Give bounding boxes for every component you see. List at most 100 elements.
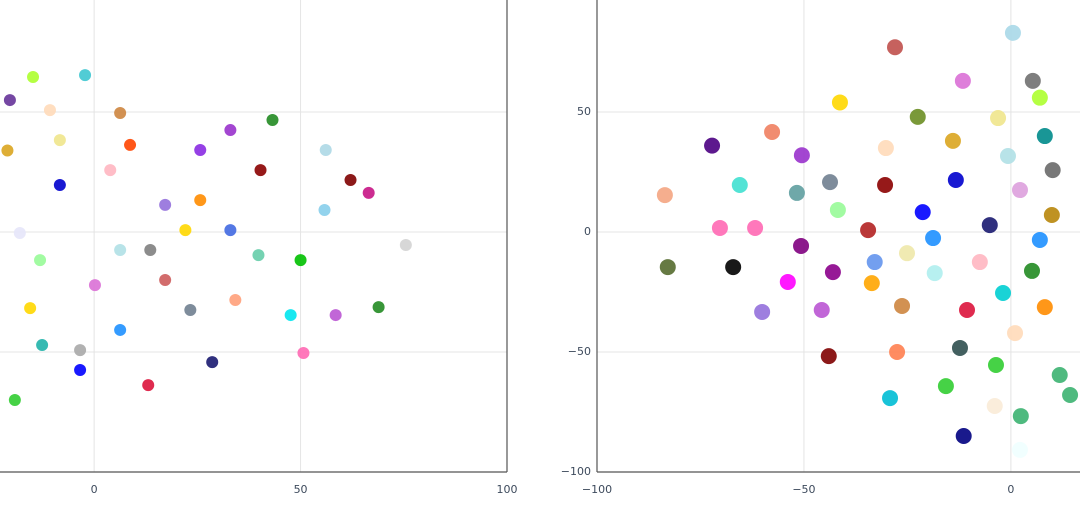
scatter-point	[79, 69, 92, 82]
scatter-point	[74, 344, 87, 357]
scatter-point	[104, 164, 117, 177]
scatter-point	[725, 259, 742, 276]
y-tick-label: −50	[568, 345, 591, 358]
text-layer: 0 50 100 −100 −50 0 −100 −50 0 50	[91, 105, 1015, 496]
scatter-point	[1004, 24, 1021, 41]
scatter-point	[894, 297, 911, 314]
scatter-point	[8, 394, 21, 407]
scatter-point	[793, 147, 810, 164]
scatter-point	[159, 274, 172, 287]
scatter-point	[194, 143, 207, 156]
scatter-point	[898, 245, 915, 262]
scatter-point	[863, 275, 880, 292]
scatter-point	[114, 107, 127, 120]
scatter-point	[284, 309, 297, 322]
scatter-point	[882, 390, 899, 407]
scatter-point	[829, 201, 846, 218]
scatter-point	[954, 72, 971, 89]
scatter-point	[179, 224, 192, 237]
scatter-point	[294, 254, 307, 267]
scatter-point	[981, 217, 998, 234]
x-tick-label: 0	[1007, 483, 1014, 496]
scatter-point	[886, 39, 903, 56]
scatter-point	[224, 224, 237, 237]
scatter-point	[229, 293, 242, 306]
y-tick-label: 0	[584, 225, 591, 238]
scatter-point	[999, 147, 1016, 164]
scatter-point	[372, 301, 385, 314]
scatter-point	[114, 323, 127, 336]
scatter-point	[142, 379, 155, 392]
scatter-point	[114, 244, 127, 257]
scatter-point	[43, 104, 56, 117]
scatter-point	[793, 237, 810, 254]
scatter-point	[860, 222, 877, 239]
marks-layer	[1, 24, 1079, 458]
scatter-point	[159, 198, 172, 211]
scatter-point	[88, 279, 101, 292]
x-tick-label: −50	[792, 483, 815, 496]
scatter-point	[1062, 386, 1079, 403]
scatter-point	[74, 364, 87, 377]
scatter-point	[944, 132, 961, 149]
grid-layer	[0, 0, 1080, 473]
scatter-point	[877, 140, 894, 157]
scatter-point	[971, 254, 988, 271]
scatter-point	[659, 259, 676, 276]
scatter-point	[184, 304, 197, 317]
scatter-point	[995, 284, 1012, 301]
scatter-point	[951, 339, 968, 356]
scatter-point	[53, 134, 66, 147]
scatter-point	[53, 179, 66, 192]
scatter-point	[877, 177, 894, 194]
scatter-point	[926, 265, 943, 282]
scatter-point	[1012, 408, 1029, 425]
scatter-point	[764, 123, 781, 140]
y-tick-label: −100	[561, 465, 591, 478]
scatter-point	[1044, 162, 1061, 179]
scatter-point	[788, 184, 805, 201]
scatter-point	[731, 177, 748, 194]
scatter-point	[1031, 89, 1048, 106]
scatter-point	[747, 219, 764, 236]
x-tick-label: 50	[294, 483, 308, 496]
scatter-point	[34, 254, 47, 267]
scatter-point	[1043, 207, 1060, 224]
scatter-point	[399, 238, 412, 251]
scatter-point	[144, 244, 157, 257]
scatter-point	[124, 138, 137, 151]
scatter-point	[1036, 299, 1053, 316]
scatter-point	[329, 309, 342, 322]
scatter-point	[990, 110, 1007, 127]
scatter-point	[822, 174, 839, 191]
scatter-point	[959, 302, 976, 319]
x-tick-label: −100	[582, 483, 612, 496]
scatter-point	[656, 187, 673, 204]
scatter-point	[866, 254, 883, 271]
scatter-point	[254, 164, 267, 177]
scatter-point	[3, 94, 16, 107]
scatter-point	[266, 113, 279, 126]
scatter-point	[1011, 182, 1028, 199]
scatter-point	[318, 203, 331, 216]
scatter-point	[914, 204, 931, 221]
scatter-point	[1023, 262, 1040, 279]
x-tick-label: 100	[497, 483, 518, 496]
scatter-point	[206, 356, 219, 369]
scatter-point	[909, 108, 926, 125]
scatter-point	[955, 428, 972, 445]
scatter-point	[813, 302, 830, 319]
scatter-point	[252, 249, 265, 262]
scatter-point	[319, 143, 332, 156]
scatter-point	[937, 378, 954, 395]
scatter-point	[362, 186, 375, 199]
scatter-point	[754, 303, 771, 320]
scatter-point	[36, 339, 49, 352]
scatter-point	[224, 124, 237, 137]
y-tick-label: 50	[577, 105, 591, 118]
scatter-point	[194, 194, 207, 207]
scatter-point	[1036, 128, 1053, 145]
scatter-point	[704, 137, 721, 154]
scatter-point	[824, 264, 841, 281]
